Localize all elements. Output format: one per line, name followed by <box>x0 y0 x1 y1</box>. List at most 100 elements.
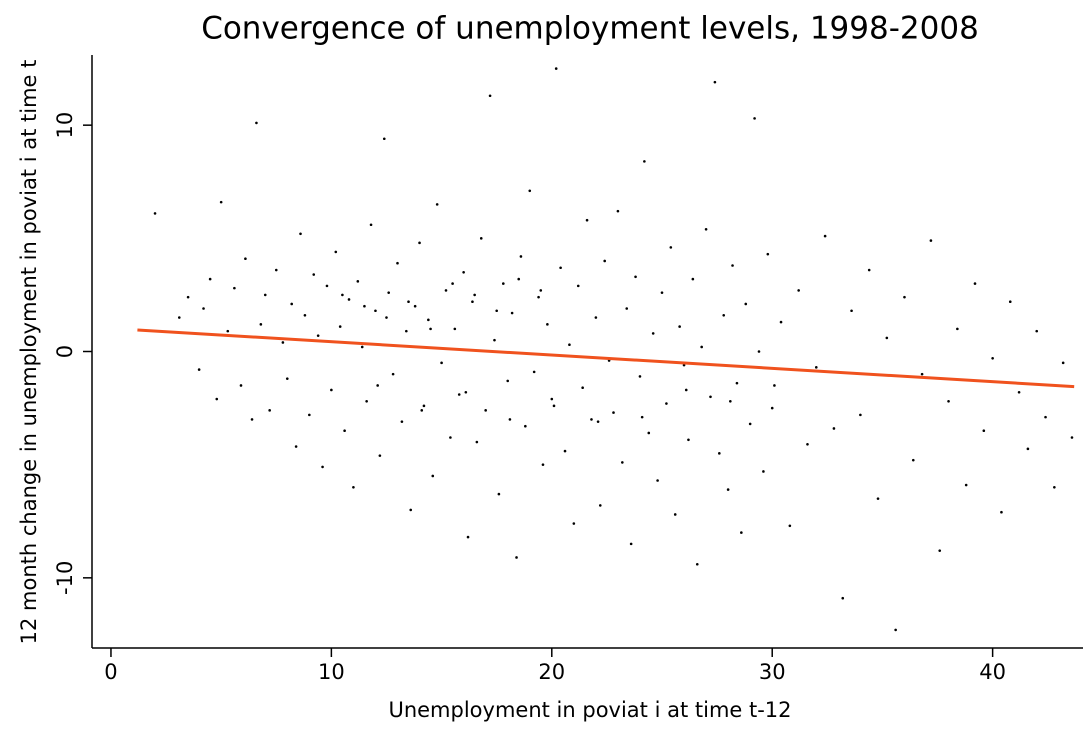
point <box>202 307 205 310</box>
point <box>1026 447 1030 451</box>
point <box>475 440 479 444</box>
point <box>753 117 756 120</box>
x-axis-label: Unemployment in poviat i at time t-12 <box>388 698 791 722</box>
point <box>691 277 695 281</box>
point <box>621 461 624 464</box>
point <box>718 452 721 455</box>
point <box>422 404 426 408</box>
point <box>539 289 543 292</box>
point <box>550 397 554 401</box>
point <box>197 368 201 371</box>
point <box>841 596 845 600</box>
point <box>369 223 373 227</box>
point <box>938 549 942 552</box>
point <box>376 384 379 387</box>
point <box>585 218 589 222</box>
point <box>420 409 424 412</box>
x-tick-label: 30 <box>759 660 786 684</box>
point <box>554 67 558 70</box>
point <box>462 270 465 274</box>
point <box>541 463 545 466</box>
point <box>770 406 774 410</box>
point <box>665 402 668 405</box>
point <box>263 293 267 297</box>
point <box>991 356 994 360</box>
point <box>250 418 254 421</box>
point <box>352 486 355 489</box>
point <box>964 483 968 487</box>
point <box>563 449 567 453</box>
point <box>660 291 664 294</box>
point <box>740 531 743 534</box>
point <box>407 300 410 304</box>
point <box>1044 415 1047 419</box>
point <box>308 413 311 417</box>
point <box>695 562 699 566</box>
chart-title: Convergence of unemployment levels, 1998… <box>201 11 979 47</box>
point <box>788 524 792 528</box>
point <box>876 497 880 500</box>
point <box>629 542 633 546</box>
point <box>528 189 532 193</box>
point <box>453 327 457 331</box>
point <box>1053 486 1056 489</box>
point <box>378 454 382 457</box>
y-axis-label: 12 month change in unemployment in povia… <box>17 60 41 645</box>
point <box>524 424 527 428</box>
point <box>464 390 468 394</box>
point <box>709 395 712 399</box>
point <box>303 313 307 317</box>
point <box>581 386 584 390</box>
point <box>594 316 598 319</box>
point <box>387 291 390 294</box>
point <box>596 420 600 423</box>
point <box>885 336 889 340</box>
point <box>546 323 549 326</box>
point <box>603 259 606 263</box>
point <box>700 345 703 349</box>
point <box>762 470 765 473</box>
point <box>219 200 223 204</box>
point <box>215 397 219 401</box>
point <box>418 241 421 245</box>
point <box>766 252 770 256</box>
point <box>729 399 732 403</box>
point <box>634 275 637 279</box>
point <box>409 508 413 512</box>
regression-line <box>137 328 1075 389</box>
point <box>285 377 289 380</box>
point <box>1000 510 1003 514</box>
point <box>726 488 730 491</box>
point <box>321 465 324 469</box>
point <box>1017 390 1021 394</box>
point <box>451 282 454 285</box>
point <box>341 293 344 297</box>
point <box>294 445 298 448</box>
point <box>316 334 320 337</box>
point <box>669 246 673 249</box>
point <box>744 302 748 306</box>
point <box>479 237 483 240</box>
point <box>517 277 521 281</box>
point <box>444 289 448 292</box>
point <box>413 304 417 308</box>
point <box>797 289 800 292</box>
point <box>572 522 576 525</box>
point <box>903 295 906 299</box>
point <box>687 438 690 442</box>
point <box>347 298 351 301</box>
point <box>268 409 271 412</box>
point <box>449 436 452 439</box>
point <box>255 121 258 125</box>
point <box>823 234 827 238</box>
point <box>299 232 302 236</box>
point <box>598 504 602 507</box>
point <box>656 479 659 482</box>
point <box>973 282 977 285</box>
point <box>484 409 487 412</box>
point <box>731 264 734 267</box>
point <box>429 327 432 331</box>
point <box>684 388 688 392</box>
point <box>457 393 461 396</box>
